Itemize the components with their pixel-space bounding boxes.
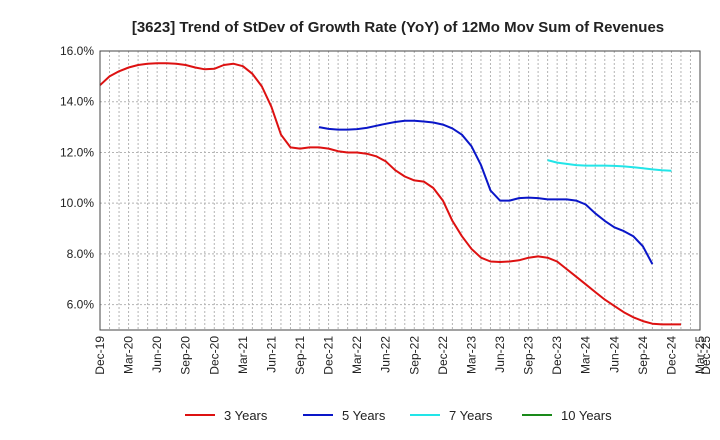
y-tick-label: 14.0% — [60, 95, 94, 109]
x-tick-label: Mar-21 — [236, 336, 250, 374]
x-tick-label: Sep-24 — [636, 336, 650, 375]
legend-label-10-years: 10 Years — [561, 408, 612, 423]
series-line-3-years — [99, 62, 681, 326]
y-axis: 6.0% 8.0% 10.0% 12.0% 14.0% 16.0% — [60, 44, 94, 312]
x-tick-label: Jun-20 — [150, 336, 164, 373]
series-layer — [99, 62, 681, 326]
legend-label-7-years: 7 Years — [449, 408, 493, 423]
y-tick-label: 6.0% — [67, 298, 95, 312]
x-tick-label: Sep-23 — [522, 336, 536, 375]
legend: 3 Years 5 Years 7 Years 10 Years — [185, 408, 612, 423]
x-tick-label: Dec-24 — [664, 336, 678, 375]
x-axis: Dec-19 Mar-20 Jun-20 Sep-20 Dec-20 Mar-21 Jun-… — [93, 336, 713, 375]
x-tick-label: Sep-20 — [179, 336, 193, 375]
x-tick-label: Jun-24 — [607, 336, 621, 373]
y-tick-label: 12.0% — [60, 145, 94, 159]
x-tick-label: Dec-21 — [322, 336, 336, 375]
plot-frame — [99, 50, 701, 331]
x-tick-label: Jun-23 — [493, 336, 507, 373]
x-tick-label: Dec-20 — [207, 336, 221, 375]
legend-label-5-years: 5 Years — [342, 408, 386, 423]
x-tick-label: Sep-22 — [407, 336, 421, 375]
x-tick-label: Mar-22 — [350, 336, 364, 374]
x-tick-label: Dec-19 — [93, 336, 107, 375]
x-tick-label: Mar-24 — [579, 336, 593, 374]
x-tick-label: Dec-22 — [436, 336, 450, 375]
x-tick-label: Jun-21 — [264, 336, 278, 373]
y-tick-label: 10.0% — [60, 196, 94, 210]
x-tick-label: Mar-25 — [693, 336, 707, 374]
x-tick-label: Dec-25 — [699, 336, 713, 375]
series-line-5-years — [318, 119, 654, 265]
y-tick-label: 8.0% — [67, 247, 95, 261]
x-tick-label: Jun-22 — [379, 336, 393, 373]
series-line-7-years — [547, 159, 672, 172]
chart-title: [3623] Trend of StDev of Growth Rate (Yo… — [132, 19, 664, 36]
grid — [100, 50, 700, 330]
x-tick-label: Mar-20 — [122, 336, 136, 374]
x-tick-label: Mar-23 — [464, 336, 478, 374]
y-tick-label: 16.0% — [60, 44, 94, 58]
x-tick-label: Sep-21 — [293, 336, 307, 375]
legend-label-3-years: 3 Years — [224, 408, 268, 423]
x-tick-label: Dec-23 — [550, 336, 564, 375]
